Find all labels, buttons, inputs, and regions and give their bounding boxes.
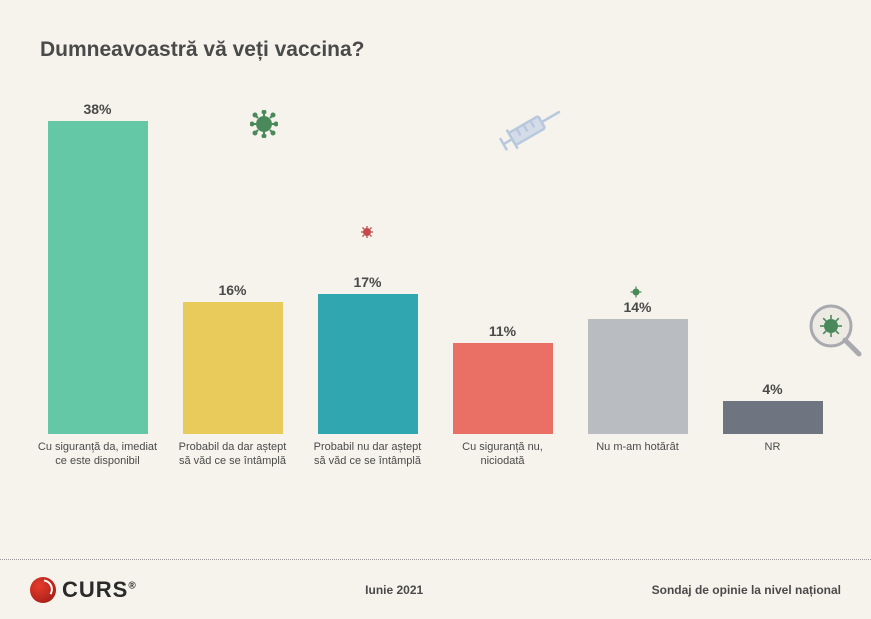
- bar-group: 16% Probabil da dar aștept să văd ce se î…: [168, 282, 298, 490]
- bar-value: 17%: [353, 274, 381, 290]
- bar-label: Cu siguranță nu, niciodată: [443, 440, 563, 490]
- logo-icon: [30, 577, 56, 603]
- bar-group: 38% Cu siguranță da, imediat ce este disp…: [33, 101, 163, 491]
- bar: [723, 401, 823, 434]
- bar-value: 11%: [489, 323, 516, 339]
- bar: [453, 343, 553, 434]
- logo-text: CURS®: [62, 577, 137, 603]
- chart-area: 38% Cu siguranță da, imediat ce este disp…: [30, 90, 840, 490]
- footer: CURS® Iunie 2021 Sondaj de opinie la niv…: [0, 559, 871, 619]
- bar-value: 4%: [762, 381, 782, 397]
- bar-group: 17% Probabil nu dar aștept să văd ce se î…: [303, 274, 433, 490]
- footer-date: Iunie 2021: [365, 583, 423, 597]
- bar-label: NR: [713, 440, 833, 490]
- chart-title: Dumneavoastră vă veți vaccina?: [40, 38, 365, 62]
- bar-label: Probabil nu dar aștept să văd ce se întâ…: [308, 440, 428, 490]
- bar-group: 4% NR: [708, 381, 838, 490]
- bar-label: Cu siguranță da, imediat ce este disponi…: [38, 440, 158, 490]
- logo: CURS®: [30, 577, 137, 603]
- bars-container: 38% Cu siguranță da, imediat ce este disp…: [30, 90, 840, 490]
- bar-label: Probabil da dar aștept să văd ce se întâ…: [173, 440, 293, 490]
- bar: [588, 319, 688, 435]
- bar-value: 14%: [623, 299, 651, 315]
- footer-subtitle: Sondaj de opinie la nivel național: [652, 583, 841, 597]
- bar-value: 16%: [218, 282, 246, 298]
- bar-group: 11% Cu siguranță nu, niciodată: [438, 323, 568, 490]
- bar-value: 38%: [83, 101, 111, 117]
- bar: [183, 302, 283, 434]
- bar: [318, 294, 418, 434]
- bar-label: Nu m-am hotărât: [578, 440, 698, 490]
- bar: [48, 121, 148, 435]
- bar-group: 14% Nu m-am hotărât: [573, 299, 703, 491]
